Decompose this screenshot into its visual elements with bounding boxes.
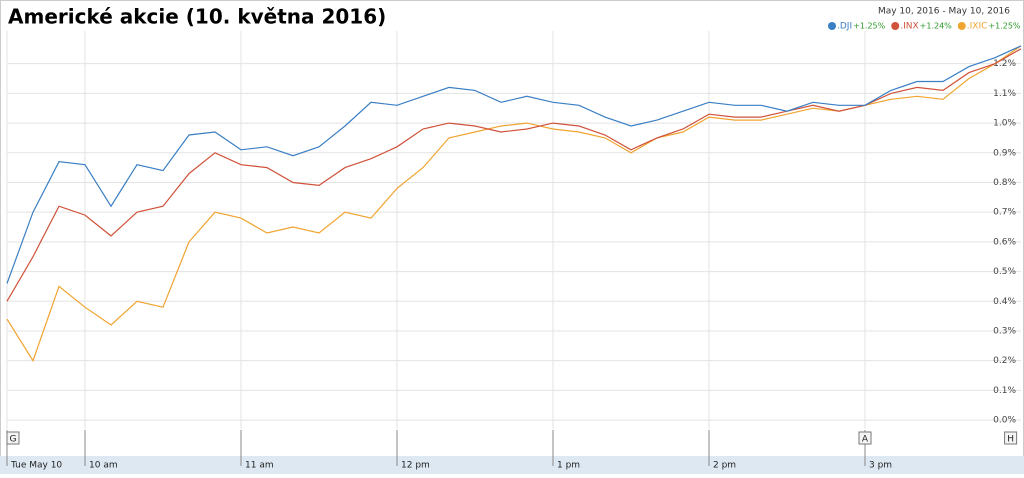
y-tick-label: 0.8% [993, 178, 1016, 188]
y-tick-label: 0.7% [993, 208, 1016, 218]
legend-swatch [957, 22, 966, 30]
flag-label: H [1007, 435, 1014, 445]
x-axis-band [0, 456, 1024, 474]
y-tick-label: 0.6% [993, 237, 1016, 247]
legend-change: +1.25% [853, 22, 886, 31]
y-tick-label: 0.5% [993, 267, 1016, 277]
y-tick-label: 0.1% [993, 386, 1016, 396]
y-tick-label: 0.0% [993, 416, 1016, 426]
y-tick-label: 0.2% [993, 356, 1016, 366]
flag-box [6, 431, 20, 445]
y-tick-label: 0.9% [993, 148, 1016, 158]
legend-change: +1.24% [920, 22, 953, 31]
x-tick-label: 2 pm [713, 461, 736, 471]
legend-change: +1.25% [988, 22, 1021, 31]
x-tick-label: 12 pm [401, 461, 430, 471]
flag-box [858, 431, 872, 445]
series-line [6, 45, 1022, 284]
x-tick-label: 11 am [245, 461, 274, 471]
x-tick-label: 3 pm [869, 461, 892, 471]
date-range: May 10, 2016 - May 10, 2016 [878, 7, 1010, 17]
x-tick-label: 10 am [89, 461, 118, 471]
y-tick-label: 0.4% [993, 297, 1016, 307]
flag-label: G [10, 435, 17, 445]
legend-label: .IXIC [967, 22, 988, 32]
y-tick-label: 0.3% [993, 326, 1016, 336]
legend-label: .DJI [837, 22, 852, 32]
y-tick-label: 1.0% [993, 119, 1016, 129]
x-tick-label: Tue May 10 [10, 461, 62, 471]
legend-label: .INX [900, 22, 918, 32]
flag-label: A [862, 435, 869, 445]
legend-swatch [828, 22, 836, 30]
series-line [6, 48, 1022, 302]
legend-swatch [891, 22, 900, 30]
x-tick-label: 1 pm [557, 461, 580, 471]
y-tick-label: 1.1% [993, 89, 1016, 99]
y-tick-label: 1.2% [993, 59, 1016, 69]
chart-title: Americké akcie (10. května 2016) [8, 5, 386, 29]
flag-box [1004, 431, 1018, 445]
